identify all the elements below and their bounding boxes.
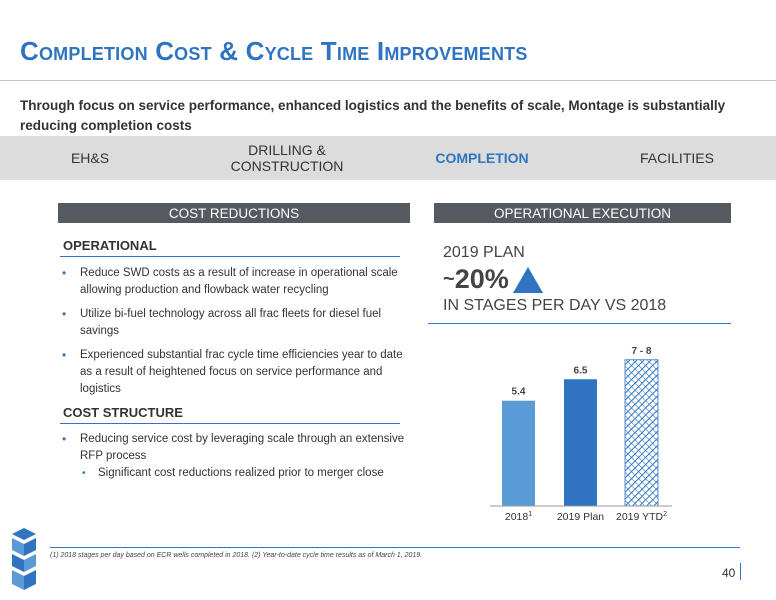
bullet-text: Reduce SWD costs as a result of increase… [80, 267, 398, 296]
category-tick-label: 2019 Plan [557, 511, 604, 523]
cost-structure-divider [60, 423, 400, 424]
bar-data-label: 7 - 8 [631, 346, 651, 357]
page-number-bar [740, 563, 741, 580]
page-number: 40 [722, 566, 736, 580]
plan-value-text: 20% [454, 264, 509, 294]
bullet-text: Experienced substantial frac cycle time … [80, 349, 403, 395]
category-tick-label: 2019 YTD2 [616, 511, 667, 523]
plan-divider [428, 323, 731, 324]
tab-ehs-label: EH&S [70, 150, 110, 166]
page-title: Completion Cost & Cycle Time Improvement… [20, 36, 528, 66]
cost-reductions-header: COST REDUCTIONS [58, 203, 410, 223]
up-triangle-icon [512, 266, 543, 293]
tab-drilling-construction[interactable]: DRILLING & CONSTRUCTION [212, 136, 362, 180]
plan-label: 2019 PLAN [443, 244, 525, 261]
list-item: • Significant cost reductions realized p… [80, 465, 410, 482]
bar-2019-plan [564, 379, 597, 506]
cost-structure-heading: COST STRUCTURE [63, 405, 183, 420]
operational-heading: OPERATIONAL [63, 238, 157, 253]
tab-completion[interactable]: COMPLETION [422, 136, 542, 180]
bullet-icon: • [62, 307, 67, 321]
bullet-icon: • [62, 432, 67, 446]
bullet-text: Utilize bi-fuel technology across all fr… [80, 308, 382, 337]
plan-caption: IN STAGES PER DAY VS 2018 [443, 297, 667, 314]
plan-tilde: ~ [443, 268, 455, 290]
bar-data-label: 6.5 [574, 365, 588, 376]
tab-drilling-construction-label: DRILLING & CONSTRUCTION [230, 142, 344, 174]
page-subtitle: Through focus on service performance, en… [20, 98, 726, 133]
sub-bullet-text: Significant cost reductions realized pri… [98, 467, 384, 479]
tab-facilities-label: FACILITIES [640, 150, 714, 166]
list-item: • Utilize bi-fuel technology across all … [62, 306, 412, 340]
bar-2018 [502, 400, 535, 506]
bar-data-label: 5.4 [512, 387, 526, 398]
bullet-icon: • [62, 348, 67, 362]
tab-ehs[interactable]: EH&S [30, 136, 150, 180]
bullet-icon: • [62, 266, 67, 280]
stages-per-day-chart: 5.4 20181 6.5 2019 Plan 7 - 8 2019 YTD2 [490, 346, 672, 523]
tab-facilities[interactable]: FACILITIES [617, 136, 737, 180]
operational-divider [60, 256, 400, 257]
company-logo-icon [12, 528, 36, 590]
bar-hatch-overlay [625, 359, 658, 506]
sub-bullet-icon: • [82, 468, 86, 479]
category-tick-label: 20181 [505, 511, 532, 523]
bullet-text: Reducing service cost by leveraging scal… [80, 433, 405, 462]
footnote-divider [50, 547, 740, 548]
title-divider [0, 80, 776, 81]
footnote: (1) 2018 stages per day based on ECR wel… [50, 552, 423, 559]
plan-value: ~ 20% [443, 264, 545, 295]
operational-execution-header: OPERATIONAL EXECUTION [434, 203, 731, 223]
list-item: • Reducing service cost by leveraging sc… [62, 431, 412, 465]
tab-completion-label: COMPLETION [435, 150, 529, 166]
category-tab-bar: EH&S DRILLING & CONSTRUCTION COMPLETION … [0, 136, 776, 180]
list-item: • Reduce SWD costs as a result of increa… [62, 265, 412, 299]
list-item: • Experienced substantial frac cycle tim… [62, 347, 412, 398]
